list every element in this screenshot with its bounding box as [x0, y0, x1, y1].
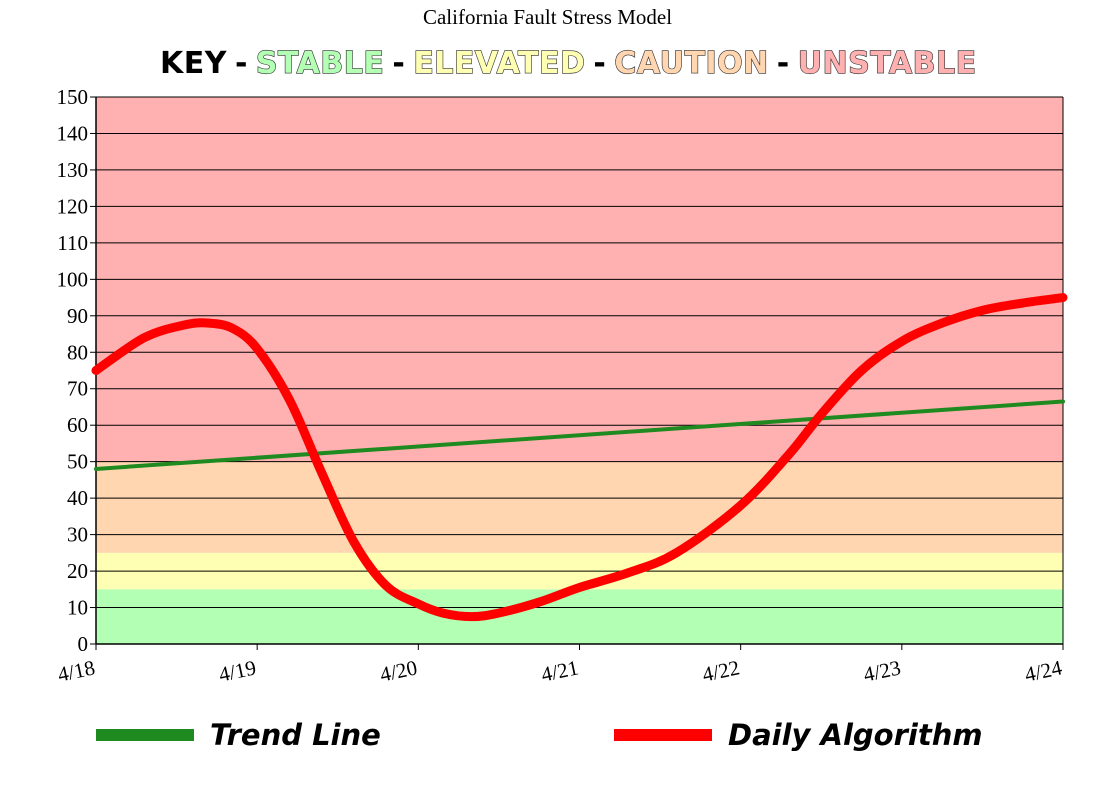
- axes: 0 10 20 30 40 50 60 70 80 90 100 110 120 130 140 150 4/1…: [56, 85, 1065, 687]
- key-unstable: UNSTABLE: [797, 45, 977, 81]
- chart-title: California Fault Stress Model: [422, 5, 673, 29]
- key-elevated: ELEVATED: [413, 45, 586, 81]
- series-daily-algorithm: [91, 293, 1068, 622]
- x-tick-label: 4/21: [539, 655, 581, 686]
- y-tick-label: 140: [57, 121, 89, 145]
- key-separator: -: [392, 46, 406, 81]
- x-tick-label: 4/24: [1023, 655, 1065, 686]
- y-tick-label: 30: [67, 523, 88, 547]
- y-tick-label: 60: [67, 413, 88, 437]
- y-tick-label: 50: [67, 450, 88, 474]
- y-tick-label: 130: [57, 158, 89, 182]
- y-tick-label: 70: [67, 377, 88, 401]
- key-stable: STABLE: [255, 45, 385, 81]
- legend-label-trend: Trend Line: [210, 718, 381, 752]
- series-trend-line: [94, 399, 1065, 471]
- legend-trend-line: Trend Line: [96, 718, 381, 752]
- y-tick-label: 150: [57, 85, 89, 109]
- legend-label-daily: Daily Algorithm: [728, 718, 983, 752]
- y-tick-label: 20: [67, 559, 88, 583]
- y-tick-label: 0: [78, 632, 89, 656]
- y-tick-label: 80: [67, 340, 88, 364]
- y-tick-label: 90: [67, 304, 88, 328]
- zone-key: KEY - STABLE - ELEVATED - CAUTION - UNSTABLE: [160, 45, 977, 81]
- key-caution: CAUTION: [614, 45, 769, 81]
- key-separator: -: [234, 46, 248, 81]
- x-tick-label: 4/23: [861, 655, 903, 686]
- legend-swatch-trend: [96, 729, 194, 741]
- x-tick-label: 4/18: [56, 655, 98, 686]
- key-separator: -: [593, 46, 607, 81]
- zone-bands: [96, 97, 1063, 644]
- legend-daily-algorithm: Daily Algorithm: [614, 718, 983, 752]
- key-separator: -: [776, 46, 790, 81]
- x-tick-label: 4/22: [700, 655, 742, 686]
- key-label: KEY: [160, 46, 227, 81]
- y-tick-label: 120: [57, 194, 89, 218]
- x-tick-label: 4/19: [217, 655, 259, 686]
- x-tick-label: 4/20: [378, 655, 420, 686]
- series-lines: [91, 293, 1068, 622]
- y-tick-label: 10: [67, 596, 88, 620]
- legend-swatch-daily: [614, 729, 712, 741]
- zone-band-stable: [96, 589, 1063, 644]
- zone-band-caution: [96, 461, 1063, 553]
- y-tick-label: 100: [57, 267, 89, 291]
- y-tick-label: 40: [67, 486, 88, 510]
- y-tick-label: 110: [57, 231, 88, 255]
